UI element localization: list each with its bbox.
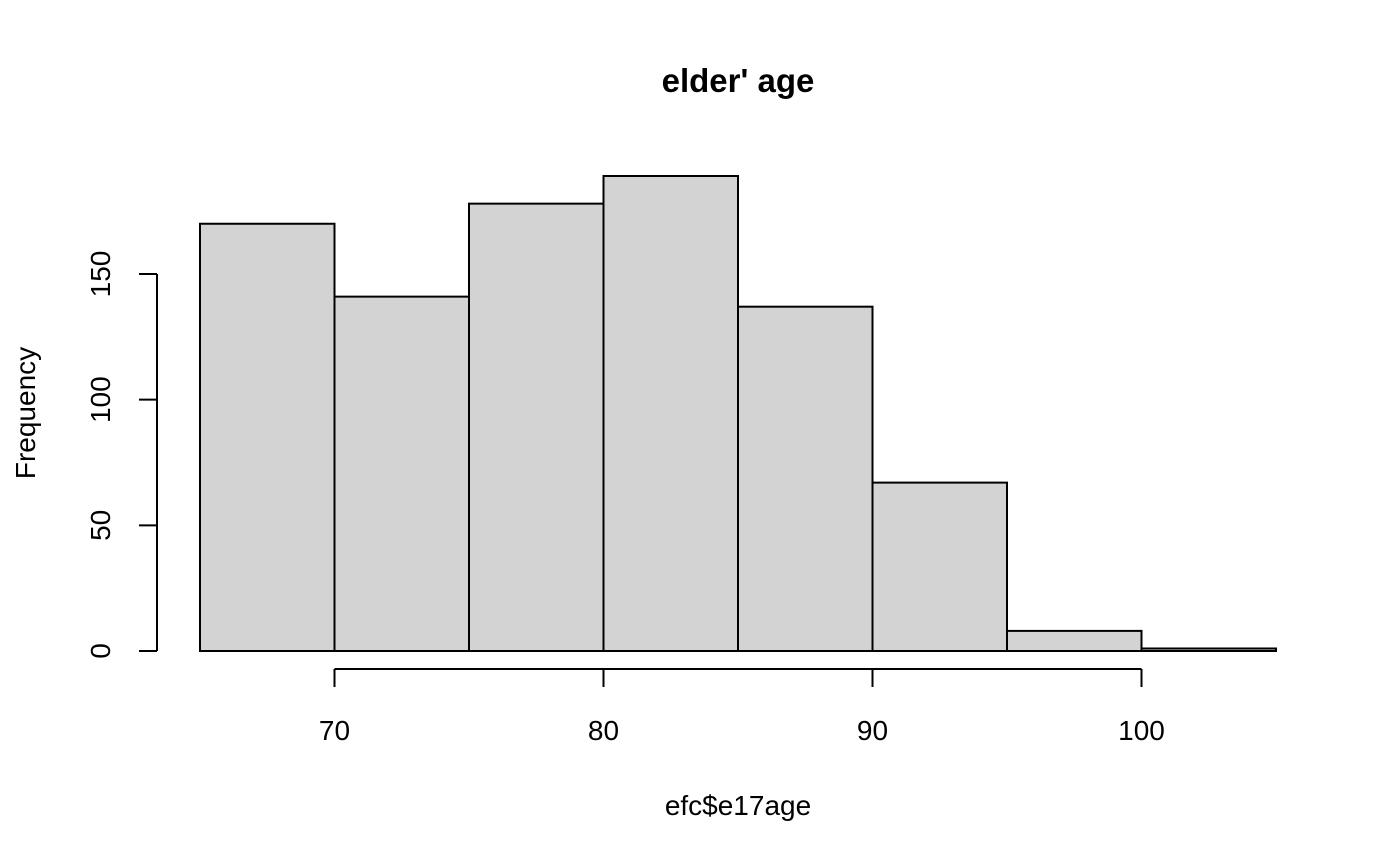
x-tick-label: 70: [319, 715, 350, 746]
histogram-bar: [1006, 629, 1143, 652]
y-tick-label: 150: [85, 251, 116, 298]
histogram-bar: [871, 481, 1008, 653]
histogram-bar: [602, 175, 739, 652]
histogram-bar: [468, 202, 605, 652]
y-axis: 0 50 100 150: [85, 251, 158, 659]
x-axis-label: efc$e17age: [665, 790, 811, 821]
histogram-bar: [1140, 647, 1277, 652]
x-tick-label: 80: [588, 715, 619, 746]
y-tick-label: 100: [85, 376, 116, 423]
x-axis: 70 80 90 100: [319, 668, 1165, 746]
chart-title: elder' age: [662, 62, 815, 99]
histogram-bar: [199, 222, 336, 653]
y-axis-label: Frequency: [10, 347, 41, 479]
histogram-bar: [737, 305, 874, 652]
x-tick-label: 100: [1118, 715, 1165, 746]
bars-group: [199, 175, 1277, 653]
y-tick-label: 0: [85, 643, 116, 659]
y-tick-label: 50: [85, 510, 116, 541]
histogram-bar: [333, 295, 470, 652]
x-tick-label: 90: [857, 715, 888, 746]
